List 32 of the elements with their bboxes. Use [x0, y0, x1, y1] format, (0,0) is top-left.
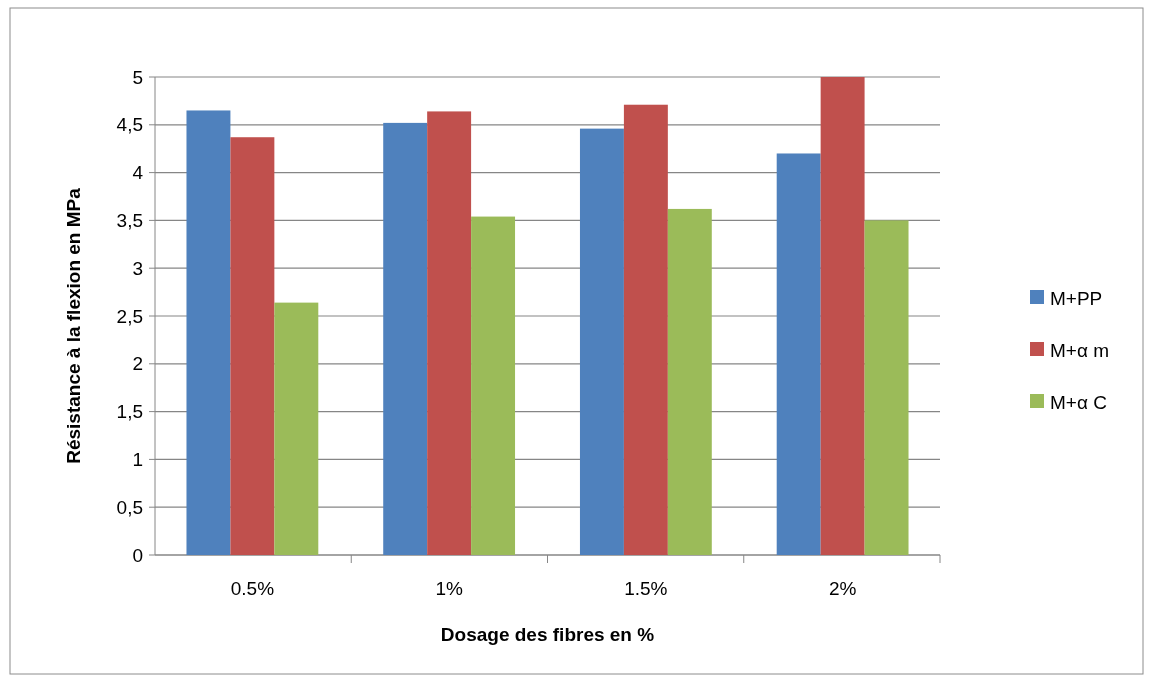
legend-label: M+α C: [1050, 391, 1107, 413]
bar: [667, 208, 712, 555]
legend-label: M+α m: [1050, 339, 1110, 361]
y-tick-label: 3: [132, 257, 143, 279]
y-axis-title: Résistance à la flexion en MPa: [63, 187, 84, 464]
bar: [383, 122, 428, 555]
y-tick-label: 2,5: [116, 305, 143, 327]
y-tick-label: 1: [132, 449, 143, 471]
y-tick-label: 5: [132, 66, 143, 88]
y-tick-label: 4: [132, 162, 144, 184]
y-tick-label: 1,5: [116, 401, 143, 423]
bar: [427, 111, 472, 555]
bar: [623, 104, 668, 555]
y-tick-label: 0,5: [116, 496, 143, 518]
legend-label: M+PP: [1050, 287, 1103, 309]
y-tick-label: 0: [132, 544, 143, 566]
x-tick-label: 0.5%: [230, 578, 275, 599]
bar: [579, 128, 624, 555]
bar: [820, 77, 865, 555]
bar: [230, 137, 275, 555]
bar: [776, 153, 821, 555]
x-tick-label: 1.5%: [624, 578, 668, 599]
bar: [186, 110, 231, 555]
x-axis-title: Dosage des fibres en %: [440, 624, 655, 645]
y-tick-label: 4,5: [116, 114, 143, 136]
bar: [274, 302, 319, 555]
x-tick-label: 2%: [828, 578, 857, 599]
bar: [471, 216, 516, 555]
bar: [864, 220, 909, 555]
x-tick-label: 1%: [435, 578, 463, 599]
y-tick-label: 3,5: [116, 210, 143, 232]
y-tick-label: 2: [132, 353, 143, 375]
